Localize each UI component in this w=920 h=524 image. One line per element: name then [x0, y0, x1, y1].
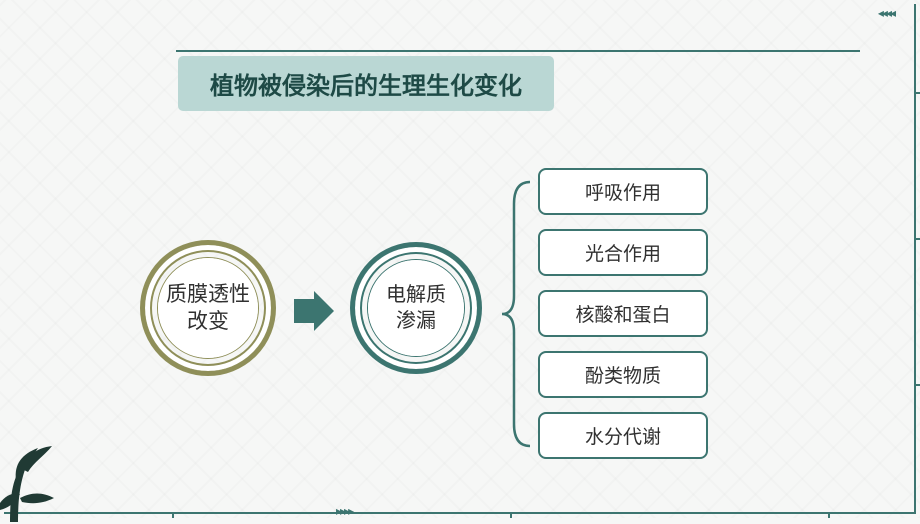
item-3: 酚类物质	[538, 351, 708, 398]
title-block: 植物被侵染后的生理生化变化	[0, 50, 920, 52]
node-electrolyte-line1: 电解质	[386, 282, 446, 308]
node-electrolyte: 电解质 渗漏	[350, 242, 482, 374]
node-membrane-line2: 改变	[166, 308, 250, 335]
brace-icon	[500, 178, 534, 450]
chevron-deco-icon: ◂◂◂◂	[878, 6, 894, 20]
node-membrane-line1: 质膜透性	[166, 281, 250, 308]
chevron-deco-icon: ▸▸▸▸	[336, 504, 352, 518]
item-0: 呼吸作用	[538, 168, 708, 215]
page-title: 植物被侵染后的生理生化变化	[178, 56, 554, 111]
leaf-deco-icon	[0, 414, 66, 524]
flow-diagram: 质膜透性 改变 电解质 渗漏 呼吸作用光合作用核酸和蛋白酚类物质水分代谢	[140, 198, 860, 458]
item-1: 光合作用	[538, 229, 708, 276]
node-membrane: 质膜透性 改变	[140, 240, 276, 376]
node-electrolyte-line2: 渗漏	[386, 308, 446, 334]
title-rule	[176, 50, 860, 52]
arrow-icon	[292, 291, 336, 331]
item-2: 核酸和蛋白	[538, 290, 708, 337]
frame-bottom	[4, 512, 916, 514]
items-list: 呼吸作用光合作用核酸和蛋白酚类物质水分代谢	[538, 168, 708, 459]
item-4: 水分代谢	[538, 412, 708, 459]
frame-right	[914, 4, 916, 514]
